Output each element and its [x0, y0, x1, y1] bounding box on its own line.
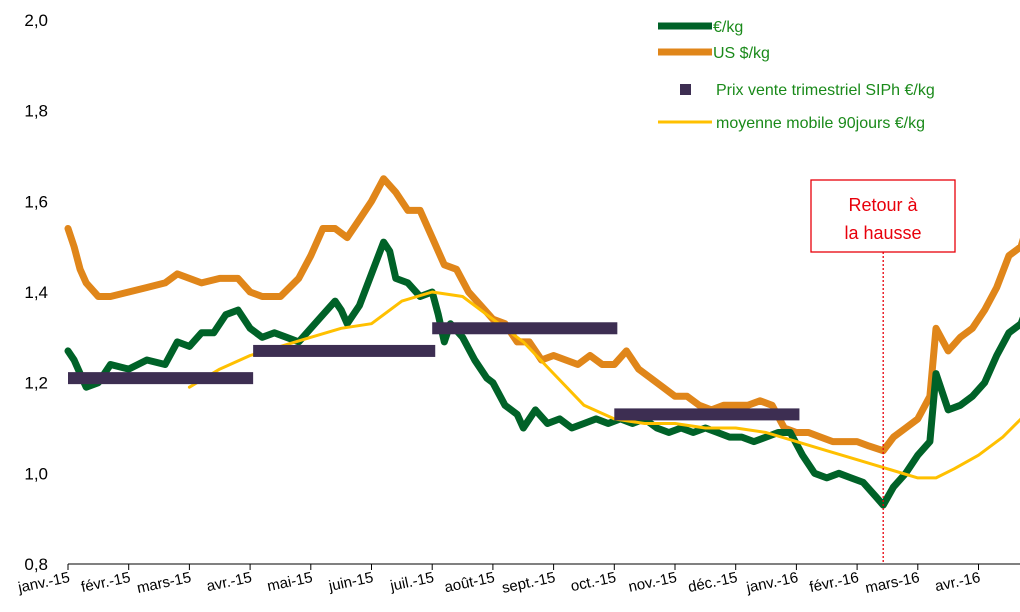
series-line-eur — [64, 238, 1020, 509]
legend-label-usd: US $/kg — [713, 45, 770, 62]
x-axis: janv.-15 févr.-15 mars-15 avr.-15 mai-15 juin… — [16, 563, 1020, 597]
legend-label-quarterly: Prix vente trimestriel SIPh €/kg — [716, 82, 935, 99]
legend-swatch-quarterly — [680, 84, 691, 95]
legend-label-moving-average: moyenne mobile 90jours €/kg — [716, 115, 925, 132]
series-line-usd — [64, 175, 1020, 455]
y-tick-label: 1,2 — [24, 374, 48, 393]
quarterly-price-bar — [253, 344, 436, 357]
x-tick-label: déc.-15 — [687, 569, 739, 596]
y-tick-label: 0,8 — [24, 555, 48, 574]
x-tick-label: nov.-15 — [627, 569, 678, 596]
y-tick-label: 1,4 — [24, 283, 48, 302]
series-line-moving-average — [187, 290, 1020, 480]
legend-label-eur: €/kg — [713, 19, 743, 36]
y-tick-label: 1,6 — [24, 192, 48, 211]
annotation-box — [810, 179, 956, 253]
x-tick-label: mars-15 — [135, 569, 192, 597]
x-tick-label: janv.-16 — [744, 569, 800, 597]
x-tick-label: avr.-15 — [205, 569, 253, 595]
x-tick-label: sept.-15 — [500, 569, 557, 597]
x-tick-label: oct.-15 — [569, 569, 617, 595]
x-tick-label: févr.-15 — [80, 569, 132, 596]
quarterly-price-bar — [432, 322, 618, 335]
x-tick-label: août-15 — [443, 569, 496, 596]
annotation-text-line1: Retour à — [848, 195, 918, 215]
y-tick-label: 2,0 — [24, 11, 48, 30]
x-tick-label: avr.-16 — [933, 569, 981, 595]
quarterly-price-layer — [68, 322, 800, 421]
x-tick-label: mars-16 — [864, 569, 921, 597]
x-tick-label: févr.-16 — [808, 569, 860, 596]
annotation: Retour à la hausse — [810, 179, 956, 564]
x-tick-label: juil.-15 — [388, 569, 436, 595]
quarterly-price-bar — [68, 372, 254, 385]
quarterly-price-bar — [614, 408, 800, 421]
legend: €/kg US $/kg Prix vente trimestriel SIPh… — [658, 19, 935, 132]
series-layer — [64, 175, 1020, 509]
y-tick-label: 1,0 — [24, 464, 48, 483]
x-tick-label: mai-15 — [266, 569, 314, 595]
x-tick-label: juin-15 — [326, 569, 375, 595]
annotation-text-line2: la hausse — [844, 223, 921, 243]
y-tick-label: 1,8 — [24, 102, 48, 121]
y-axis: 0,8 1,0 1,2 1,4 1,6 1,8 2,0 — [24, 11, 48, 574]
